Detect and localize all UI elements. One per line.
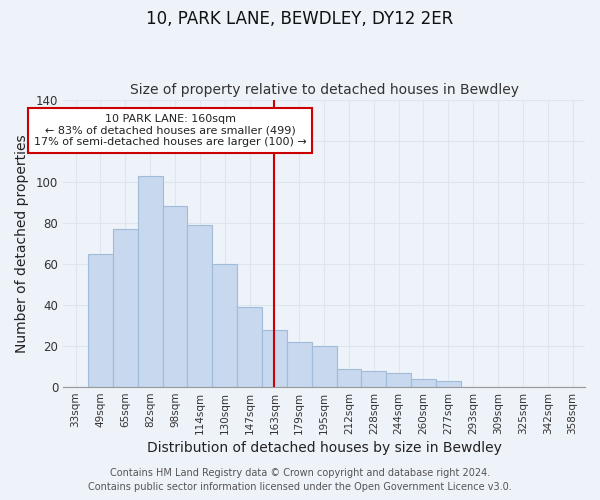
Y-axis label: Number of detached properties: Number of detached properties <box>15 134 29 352</box>
Bar <box>436 381 461 387</box>
Bar <box>311 346 337 387</box>
Bar <box>411 379 436 387</box>
Bar <box>138 176 163 387</box>
Bar <box>262 330 287 387</box>
Text: Contains HM Land Registry data © Crown copyright and database right 2024.
Contai: Contains HM Land Registry data © Crown c… <box>88 468 512 492</box>
Bar <box>361 370 386 387</box>
Bar <box>113 229 138 387</box>
Bar <box>212 264 237 387</box>
Bar <box>88 254 113 387</box>
Bar <box>287 342 311 387</box>
Text: 10, PARK LANE, BEWDLEY, DY12 2ER: 10, PARK LANE, BEWDLEY, DY12 2ER <box>146 10 454 28</box>
Bar <box>337 368 361 387</box>
Title: Size of property relative to detached houses in Bewdley: Size of property relative to detached ho… <box>130 83 518 97</box>
Bar <box>187 225 212 387</box>
Bar <box>237 307 262 387</box>
Text: 10 PARK LANE: 160sqm
← 83% of detached houses are smaller (499)
17% of semi-deta: 10 PARK LANE: 160sqm ← 83% of detached h… <box>34 114 307 147</box>
Bar <box>386 372 411 387</box>
X-axis label: Distribution of detached houses by size in Bewdley: Distribution of detached houses by size … <box>146 441 502 455</box>
Bar <box>163 206 187 387</box>
